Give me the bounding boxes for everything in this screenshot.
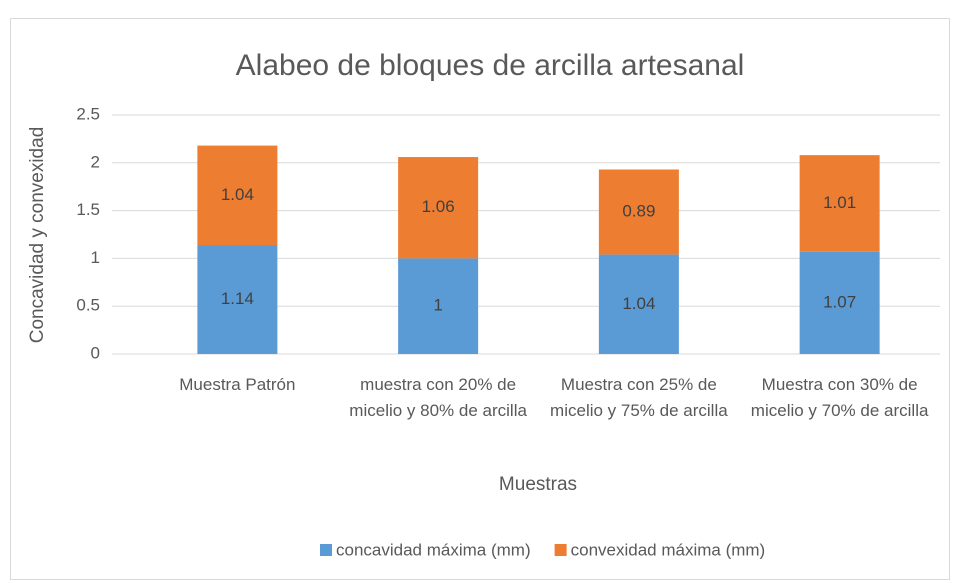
chart-title: Alabeo de bloques de arcilla artesanal (236, 49, 745, 82)
y-tick-label: 1 (91, 248, 100, 267)
y-tick-label: 1.5 (76, 200, 100, 219)
x-tick-label: Muestra Patrón (179, 375, 296, 394)
legend-label: concavidad máxima (mm) (336, 540, 531, 559)
data-label: 1.04 (221, 185, 254, 204)
y-tick-label: 2.5 (76, 104, 100, 123)
y-tick-label: 2 (91, 152, 100, 171)
y-axis-title: Concavidad y convexidad (27, 127, 48, 344)
x-tick-label: Muestra con 25% de micelio y 75% de arci… (550, 375, 728, 420)
bar-segment (598, 254, 679, 354)
data-label: 0.89 (622, 202, 655, 221)
data-label: 1.06 (422, 197, 455, 216)
data-label: 1.04 (622, 294, 655, 313)
bar-segment (598, 169, 679, 255)
bar-segment (799, 155, 880, 252)
bar-segment (197, 245, 278, 354)
bar-segment (398, 258, 479, 354)
bar-segment (799, 251, 880, 354)
x-tick-label: Muestra con 30% de micelio y 70% de arci… (750, 375, 929, 420)
data-label: 1.01 (823, 193, 856, 212)
data-label: 1 (433, 296, 442, 315)
y-tick-label: 0 (91, 343, 100, 362)
x-tick-label: muestra con 20% de micelio y 80% de arci… (349, 375, 527, 420)
x-axis-title: Muestras (499, 474, 577, 495)
data-label: 1.07 (823, 292, 856, 311)
legend-swatch (320, 544, 332, 556)
legend-swatch (554, 544, 567, 556)
legend-label: convexidad máxima (mm) (571, 540, 766, 559)
bar-segment (398, 157, 479, 259)
data-label: 1.14 (221, 289, 254, 308)
chart-border (10, 18, 950, 580)
bar-segment (197, 145, 278, 246)
y-tick-label: 0.5 (76, 296, 100, 315)
